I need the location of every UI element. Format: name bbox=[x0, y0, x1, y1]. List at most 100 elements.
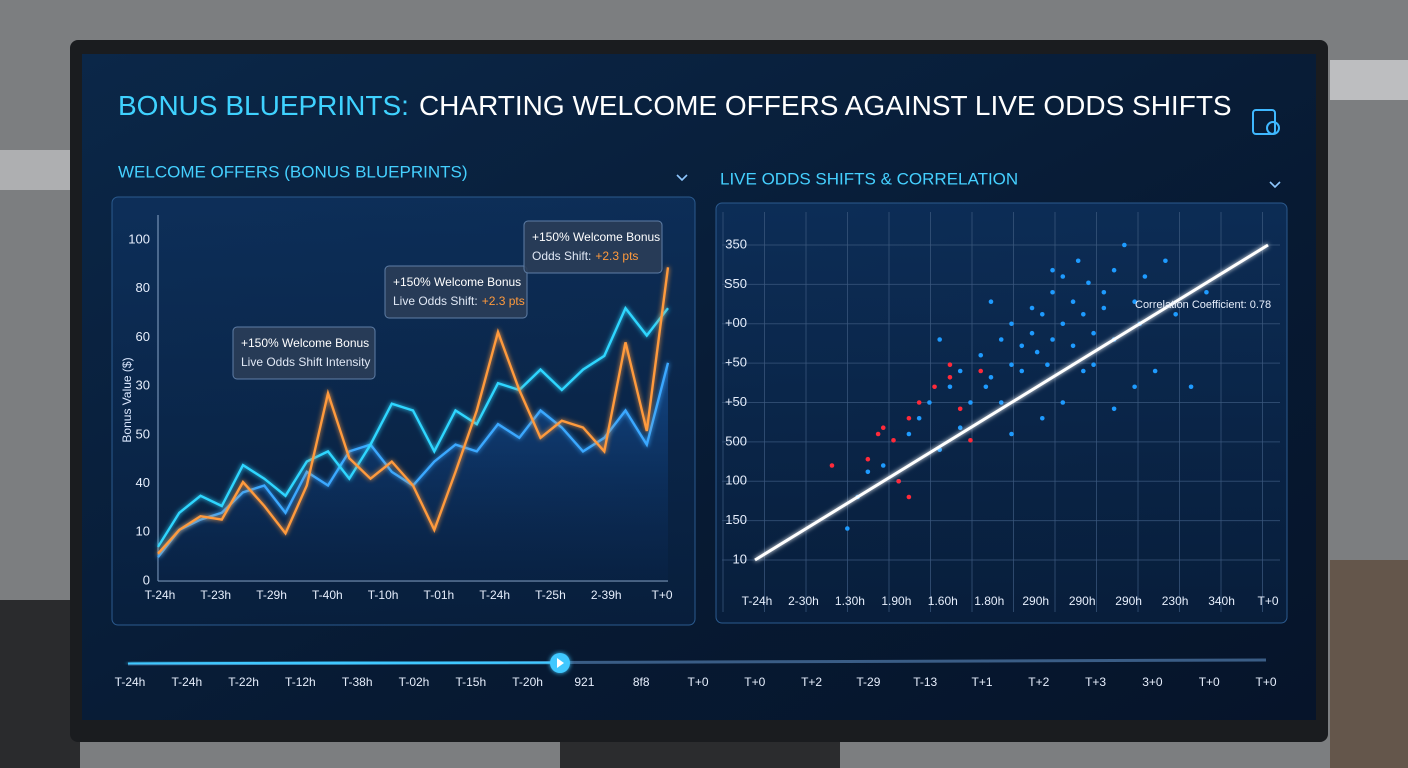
room-furniture bbox=[1330, 560, 1408, 768]
scatter-point bbox=[978, 352, 984, 358]
panel-dropdown[interactable] bbox=[1269, 181, 1281, 189]
scatter-point bbox=[880, 463, 886, 468]
room-shadow bbox=[0, 600, 80, 768]
timeline-label: T+0 bbox=[744, 675, 765, 689]
y-tick-label: 50 bbox=[136, 426, 150, 441]
timeline-label: 8f8 bbox=[633, 675, 650, 689]
timeline-label: T+0 bbox=[1199, 675, 1220, 689]
scatter-point bbox=[1045, 362, 1050, 368]
scatter-point bbox=[1029, 305, 1035, 311]
x-tick-label: 1.30h bbox=[835, 594, 865, 608]
y-tick-label: 500 bbox=[725, 433, 747, 448]
scatter-point bbox=[968, 438, 973, 443]
ceiling-light bbox=[1330, 60, 1408, 100]
timeline-label: T+3 bbox=[1085, 675, 1106, 689]
x-tick-label: 290h bbox=[1069, 594, 1096, 608]
x-tick-label: T-24h bbox=[742, 594, 773, 608]
scatter-point bbox=[865, 456, 871, 462]
x-tick-label: 2-39h bbox=[591, 588, 622, 602]
scatter-point bbox=[1091, 362, 1096, 368]
scatter-point bbox=[1050, 267, 1055, 273]
y-tick-label: 10 bbox=[136, 524, 150, 539]
timeline-label: T-22h bbox=[228, 675, 259, 689]
timeline-label: T-24h bbox=[115, 675, 146, 689]
scatter-point bbox=[1050, 337, 1055, 342]
y-tick-label: 60 bbox=[136, 329, 150, 344]
timeline-label: T-20h bbox=[512, 675, 543, 689]
x-tick-label: T-10h bbox=[368, 588, 399, 602]
scatter-point bbox=[896, 478, 901, 484]
settings-icon[interactable] bbox=[1252, 109, 1280, 135]
y-tick-label: 80 bbox=[136, 280, 150, 295]
scatter-point bbox=[1019, 343, 1025, 349]
y-tick-label: 0 bbox=[143, 572, 150, 587]
series-area bbox=[158, 362, 668, 581]
panel-title: LIVE ODDS SHIFTS & CORRELATION bbox=[720, 169, 1018, 188]
timeline-label: T+0 bbox=[1255, 675, 1276, 689]
scatter-point bbox=[1060, 274, 1066, 279]
play-icon bbox=[557, 658, 564, 668]
timeline-label: T-02h bbox=[399, 675, 430, 689]
scatter-point bbox=[1070, 343, 1076, 349]
x-tick-label: T-40h bbox=[312, 588, 343, 602]
scatter-point bbox=[1091, 330, 1096, 336]
x-tick-label: T-24h bbox=[145, 588, 176, 602]
annotation-title: +150% Welcome Bonus bbox=[241, 336, 369, 350]
annotation-text: Odds Shift: +2.3 pts bbox=[532, 249, 638, 263]
x-tick-label: 340h bbox=[1208, 594, 1235, 608]
x-tick-label: T-01h bbox=[424, 588, 455, 602]
scatter-point bbox=[998, 337, 1004, 342]
x-tick-label: T+0 bbox=[651, 588, 672, 602]
timeline-label: T-38h bbox=[342, 675, 373, 689]
x-tick-label: 2-30h bbox=[788, 594, 819, 608]
scatter-point bbox=[1009, 431, 1014, 437]
scatter-point bbox=[957, 425, 963, 431]
y-tick-label: S50 bbox=[724, 276, 747, 291]
scatter-point bbox=[968, 400, 973, 405]
x-tick-label: 290h bbox=[1022, 594, 1049, 608]
scatter-point bbox=[1101, 305, 1107, 311]
timeline-label: 3+0 bbox=[1142, 675, 1163, 689]
scatter-point bbox=[988, 299, 994, 305]
scatter-point bbox=[916, 415, 922, 421]
y-tick-label: +00 bbox=[725, 315, 747, 330]
annotation-highlight: +2.3 pts bbox=[482, 294, 525, 308]
scatter-point bbox=[947, 375, 953, 380]
x-tick-label: 1.80h bbox=[974, 594, 1004, 608]
scatter-point bbox=[906, 431, 912, 437]
scatter-point bbox=[1152, 368, 1158, 374]
scatter-point bbox=[988, 375, 994, 380]
y-tick-label: 350 bbox=[725, 236, 747, 251]
timeline-label: T+0 bbox=[687, 675, 708, 689]
x-tick-label: 1.90h bbox=[881, 594, 911, 608]
scatter-point bbox=[1132, 299, 1137, 305]
x-tick-label: T-25h bbox=[535, 588, 566, 602]
scatter-point bbox=[1029, 330, 1035, 336]
title-accent: BONUS BLUEPRINTS: bbox=[118, 90, 409, 121]
scatter-point bbox=[1050, 289, 1055, 295]
timeline-label: T-24h bbox=[171, 675, 202, 689]
y-tick-label: +50 bbox=[725, 394, 747, 409]
panel-dropdown[interactable] bbox=[676, 174, 688, 182]
y-tick-label: 10 bbox=[733, 551, 747, 566]
title-rest: CHARTING WELCOME OFFERS AGAINST LIVE ODD… bbox=[419, 90, 1232, 121]
annotation-box bbox=[384, 265, 528, 319]
scatter-point bbox=[998, 400, 1004, 405]
scatter-point bbox=[1081, 368, 1086, 374]
scatter-point bbox=[1101, 289, 1107, 295]
scatter-point bbox=[1019, 368, 1025, 374]
series-line bbox=[157, 267, 670, 555]
timeline-label: 921 bbox=[574, 675, 594, 689]
x-tick-label: T-24h bbox=[479, 588, 510, 602]
scatter-point bbox=[937, 337, 942, 342]
y-tick-label: 30 bbox=[136, 378, 150, 393]
x-tick-label: T+0 bbox=[1257, 594, 1278, 608]
y-tick-label: 150 bbox=[725, 512, 747, 527]
scatter-point bbox=[1111, 267, 1117, 273]
scatter-point bbox=[932, 384, 937, 390]
scatter-point bbox=[1034, 349, 1040, 355]
scatter-point bbox=[1173, 312, 1178, 317]
scatter-point bbox=[1122, 242, 1127, 248]
scatter-point bbox=[1075, 258, 1081, 264]
